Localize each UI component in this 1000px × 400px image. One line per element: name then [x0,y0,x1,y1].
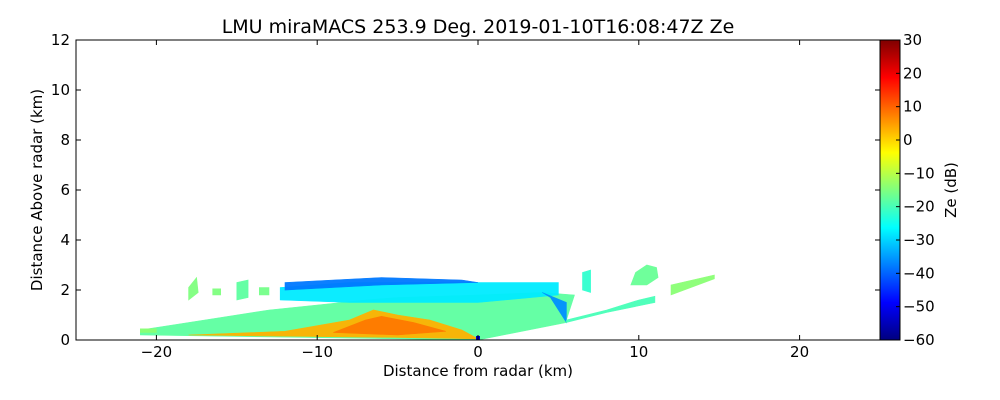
echo-far-right-sheet [670,274,715,296]
x-axis: −20 −10 0 10 20 [141,40,809,361]
x-tick-label: −10 [301,343,333,361]
chart-title: LMU miraMACS 253.9 Deg. 2019-01-10T16:08… [222,16,735,38]
echo-patch-f [140,328,157,333]
echo-upper-band-top [284,277,479,291]
colorbar-tick-label: −60 [903,331,935,349]
y-tick-label: 12 [51,31,70,49]
y-tick-label: 2 [60,281,70,299]
colorbar-tick-label: 10 [903,98,922,116]
echo-patch-e [582,269,591,293]
colorbar-axis: 30 20 10 0 −10 −20 −30 −40 −50 −60 [896,31,935,349]
echo-patch-c [236,279,249,301]
colorbar-tick-label: 20 [903,64,922,82]
x-tick-label: 20 [790,343,809,361]
x-tick-label: 0 [473,343,483,361]
y-tick-label: 0 [60,331,70,349]
echo-patch-d [258,287,270,296]
y-tick-label: 6 [60,181,70,199]
y-tick-label: 4 [60,231,70,249]
y-axis-label: Distance Above radar (km) [28,89,46,291]
x-tick-label: 10 [629,343,648,361]
y-axis: 0 2 4 6 8 10 12 [51,31,880,349]
echo-right-sheet [566,295,656,323]
y-tick-label: 10 [51,81,70,99]
colorbar-tick-label: 30 [903,31,922,49]
colorbar-tick-label: −40 [903,264,935,282]
colorbar-tick-label: −10 [903,164,935,182]
colorbar-tick-label: −20 [903,198,935,216]
echo-hot-core [333,315,446,336]
echo-right-tower [630,264,659,286]
colorbar-label: Ze (dB) [942,162,960,218]
x-axis-label: Distance from radar (km) [383,362,573,380]
echo-patch-b [212,288,221,296]
colorbar-tick-label: 0 [903,131,913,149]
y-tick-label: 8 [60,131,70,149]
echo-patch-a [188,276,199,301]
colorbar-tick-label: −30 [903,231,935,249]
x-tick-label: −20 [141,343,173,361]
colorbar-tick-label: −50 [903,298,935,316]
echo-layer [140,264,715,340]
colorbar [879,39,901,341]
